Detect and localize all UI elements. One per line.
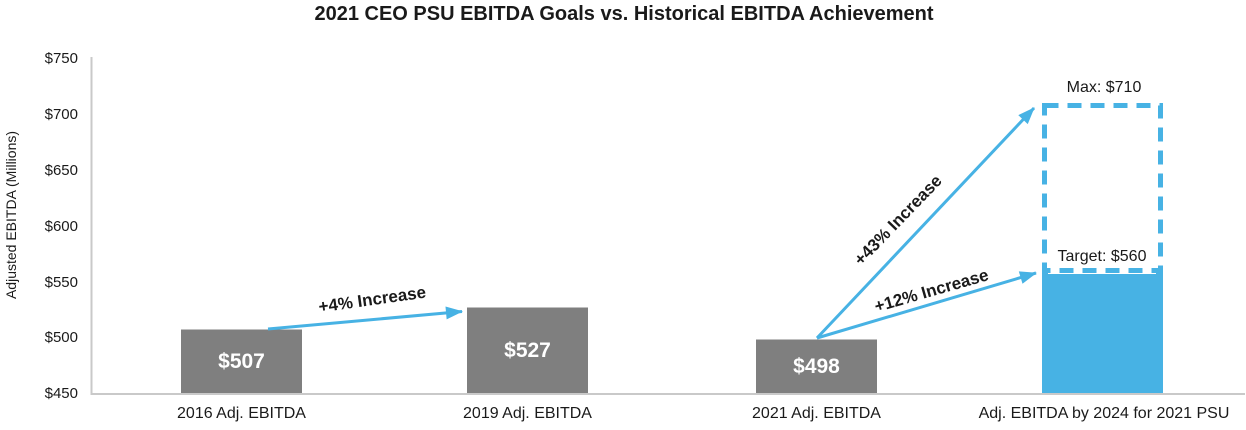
bar-2024-max-outline (1042, 103, 1163, 273)
chart-title: 2021 CEO PSU EBITDA Goals vs. Historical… (314, 3, 933, 25)
bar-value-2019: $527 (504, 339, 551, 362)
y-tick-label: $700 (45, 106, 78, 123)
category-label-2016: 2016 Adj. EBITDA (177, 405, 306, 422)
bar-2016 (181, 329, 302, 393)
y-tick-label: $500 (45, 329, 78, 346)
y-tick-label: $550 (45, 274, 78, 291)
arrow-2021-to-max (815, 106, 1036, 340)
y-tick-label: $750 (45, 50, 78, 67)
bar-2024-target (1042, 270, 1163, 393)
arrow-2021-to-target (816, 271, 1037, 340)
y-tick-label: $600 (45, 218, 78, 235)
max-goal-label: Max: $710 (1067, 79, 1142, 96)
bar-value-2021: $498 (793, 355, 840, 378)
arrow-label-43pct: +43% Increase (850, 171, 945, 269)
category-label-2019: 2019 Adj. EBITDA (463, 405, 592, 422)
arrow-label-4pct: +4% Increase (317, 283, 427, 317)
bar-value-2016: $507 (218, 350, 265, 373)
target-goal-label: Target: $560 (1058, 248, 1147, 265)
category-label-2024-psu: Adj. EBITDA by 2024 for 2021 PSU (979, 405, 1230, 422)
bar-2021 (756, 339, 877, 393)
y-axis-title: Adjusted EBITDA (Millions) (3, 131, 19, 299)
category-label-2021: 2021 Adj. EBITDA (752, 405, 881, 422)
y-tick-label: $650 (45, 162, 78, 179)
bar-2019 (467, 307, 588, 393)
arrow-2016-to-2019 (267, 306, 463, 331)
y-tick-label: $450 (45, 385, 78, 402)
